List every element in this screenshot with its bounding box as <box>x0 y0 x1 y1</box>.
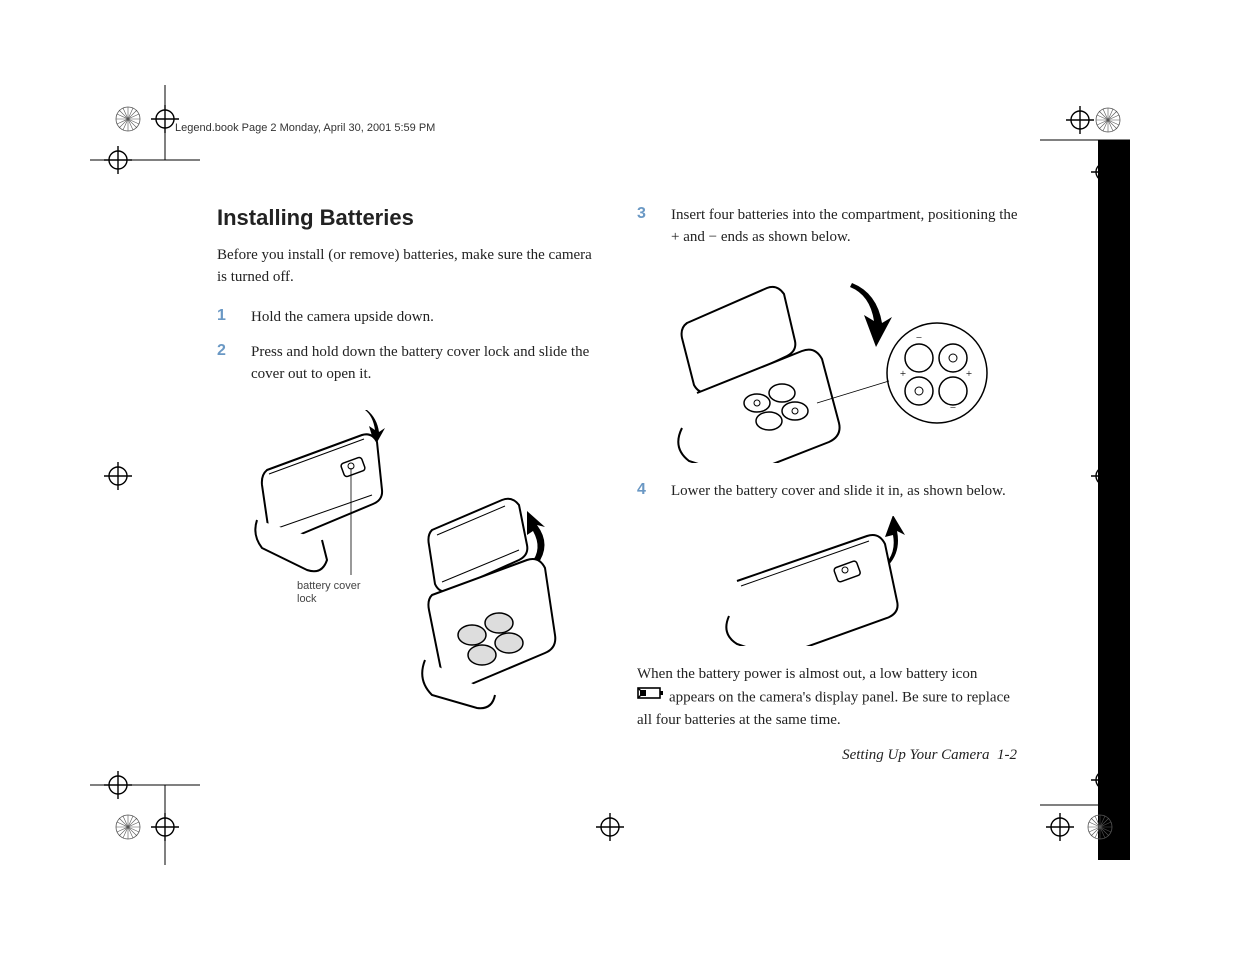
page-header: Legend.book Page 2 Monday, April 30, 200… <box>175 122 435 134</box>
step-number: 2 <box>217 342 233 386</box>
callout-line: battery cover <box>297 580 361 593</box>
step-1: 1 Hold the camera upside down. <box>217 307 597 329</box>
section-title: Installing Batteries <box>217 205 597 231</box>
svg-text:+: + <box>966 368 972 380</box>
figure-1: battery cover lock <box>247 400 397 600</box>
step-number: 1 <box>217 307 233 329</box>
insert-batteries-illustration: − − + + <box>667 263 997 463</box>
closing-paragraph: When the battery power is almost out, a … <box>637 664 1027 731</box>
step-number: 4 <box>637 481 653 503</box>
battery-lock-callout: battery cover lock <box>297 580 361 606</box>
left-column: Installing Batteries Before you install … <box>217 205 597 750</box>
step-text: Lower the battery cover and slide it in,… <box>671 481 1006 503</box>
step-number: 3 <box>637 205 653 249</box>
page-edge-bar <box>1098 140 1130 860</box>
callout-line: lock <box>297 593 361 606</box>
svg-text:−: − <box>916 332 922 344</box>
close-cover-illustration <box>717 516 947 646</box>
svg-text:−: − <box>950 402 956 414</box>
footer-chapter: Setting Up Your Camera <box>842 747 989 763</box>
intro-text: Before you install (or remove) batteries… <box>217 245 597 289</box>
closing-text-after: appears on the camera's display panel. B… <box>637 689 1010 727</box>
footer-page: 1-2 <box>997 747 1017 763</box>
step-text: Insert four batteries into the compartme… <box>671 205 1027 249</box>
camera-cover-open-illustration <box>407 490 567 710</box>
figure-2 <box>407 490 567 710</box>
figure-3: − − + + <box>637 263 1027 463</box>
step-4: 4 Lower the battery cover and slide it i… <box>637 481 1027 503</box>
figure-4 <box>637 516 1027 646</box>
camera-cover-lock-illustration <box>247 400 397 600</box>
closing-text-before: When the battery power is almost out, a … <box>637 666 977 682</box>
figure-row-1: battery cover lock <box>247 400 597 710</box>
low-battery-icon <box>637 686 665 708</box>
step-text: Hold the camera upside down. <box>251 307 434 329</box>
content-area: Installing Batteries Before you install … <box>217 205 1017 750</box>
step-3: 3 Insert four batteries into the compart… <box>637 205 1027 249</box>
step-text: Press and hold down the battery cover lo… <box>251 342 597 386</box>
step-2: 2 Press and hold down the battery cover … <box>217 342 597 386</box>
page-footer: Setting Up Your Camera 1-2 <box>842 747 1017 764</box>
right-column: 3 Insert four batteries into the compart… <box>637 205 1027 750</box>
svg-text:+: + <box>900 368 906 380</box>
